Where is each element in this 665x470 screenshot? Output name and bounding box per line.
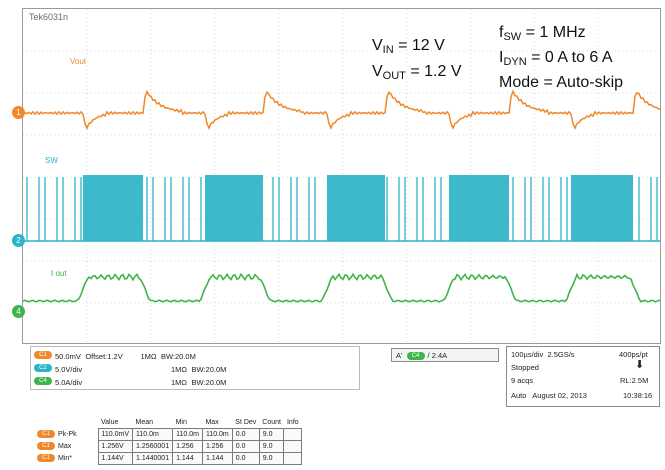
switch-node-burst bbox=[327, 175, 385, 241]
channel-settings-panel: C1 50.0mV Offset:1.2V 1MΩ BW:20.0M C2 5.0V… bbox=[30, 346, 360, 390]
cell: 9.0 bbox=[258, 452, 285, 465]
header-stdev: St Dev bbox=[235, 419, 257, 426]
record-length: RL:2.5M bbox=[620, 376, 649, 385]
cell: 110.0m bbox=[201, 428, 233, 441]
capture-time: 10:38:16 bbox=[623, 391, 653, 400]
cell: 1.144V bbox=[97, 452, 133, 465]
cell: 1.256 bbox=[172, 440, 203, 453]
cell bbox=[283, 452, 303, 465]
cell: 1.2560001 bbox=[131, 440, 174, 453]
scope-id-label: Tek6031n bbox=[29, 12, 69, 22]
trigger-level: 2.4A bbox=[431, 351, 448, 360]
load-current-trace bbox=[23, 272, 660, 303]
horizontal-scale: 100µs/div bbox=[511, 350, 544, 359]
acquisition-count: 9 acqs bbox=[511, 376, 534, 385]
cell: 110.0mV bbox=[97, 428, 133, 441]
row-pill: C1 bbox=[37, 454, 55, 463]
ch1-pill: C1 bbox=[34, 350, 52, 359]
trigger-source-pill: C4 bbox=[406, 352, 425, 361]
vout-annotation: VOUT = 1.2 V bbox=[372, 63, 462, 82]
capture-date: August 02, 2013 bbox=[532, 391, 587, 400]
ch2-pill: C2 bbox=[34, 363, 52, 372]
measurement-row-max[interactable]: C1 Max 1.256V 1.2560001 1.256 1.256 0.0 9… bbox=[34, 440, 303, 453]
ch2-settings[interactable]: C2 5.0V/div 1MΩ BW:20.0M bbox=[34, 362, 226, 374]
cell: 9.0 bbox=[258, 440, 285, 453]
trigger-label: A' bbox=[396, 351, 403, 360]
cell: 0.0 bbox=[231, 428, 260, 441]
mode-annotation: Mode = Auto-skip bbox=[499, 74, 624, 91]
cell bbox=[283, 440, 303, 453]
idyn-annotation: IDYN = 0 A to 6 A bbox=[499, 49, 613, 68]
measurement-header-row: Value Mean Min Max St Dev Count Info bbox=[34, 417, 302, 429]
sample-rate: 2.5GS/s bbox=[547, 350, 575, 359]
trigger-slope: / bbox=[427, 351, 430, 360]
acquisition-mode: Auto bbox=[511, 391, 527, 400]
down-arrow-icon: ⬇ bbox=[635, 359, 645, 371]
header-info: Info bbox=[286, 419, 299, 426]
measurement-row-pkpk[interactable]: C1 Pk-Pk 110.0mV 110.0m 110.0m 110.0m 0.0… bbox=[34, 428, 303, 441]
channel1-tag: Vout bbox=[70, 57, 87, 66]
cell: 0.0 bbox=[231, 440, 260, 453]
cell: 1.256V bbox=[97, 440, 133, 453]
switch-node-burst bbox=[83, 175, 143, 241]
header-mean: Mean bbox=[135, 419, 154, 426]
ch4-settings[interactable]: C4 5.0A/div 1MΩ BW:20.0M bbox=[34, 375, 226, 387]
header-count: Count bbox=[262, 419, 281, 426]
row-label: Pk-Pk bbox=[58, 431, 77, 438]
measurement-row-min[interactable]: C1 Min* 1.144V 1.1440001 1.144 1.144 0.0 … bbox=[34, 452, 303, 465]
row-label: Min* bbox=[58, 455, 73, 462]
channel4-marker[interactable]: 4 bbox=[12, 305, 25, 318]
trigger-readout[interactable]: A' C4/ 2.4A bbox=[391, 348, 499, 362]
fsw-annotation: fSW = 1 MHz bbox=[499, 24, 586, 43]
cell: 1.144 bbox=[172, 452, 203, 465]
vin-annotation: VIN = 12 V bbox=[372, 37, 445, 56]
header-min: Min bbox=[175, 419, 187, 426]
cell: 1.256 bbox=[201, 440, 233, 453]
switch-node-burst bbox=[449, 175, 509, 241]
row-pill: C1 bbox=[37, 442, 55, 451]
channel2-tag: SW bbox=[45, 156, 58, 165]
cell bbox=[283, 428, 303, 441]
channel4-tag: I out bbox=[51, 269, 67, 278]
ch4-pill: C4 bbox=[34, 376, 52, 385]
points-per-sample: 400ps/pt bbox=[619, 350, 648, 359]
output-voltage-trace bbox=[23, 89, 660, 131]
switch-node-burst bbox=[571, 175, 633, 241]
cell: 1.1440001 bbox=[131, 452, 174, 465]
cell: 1.144 bbox=[201, 452, 233, 465]
timebase-panel[interactable]: 100µs/div 2.5GS/s 400ps/pt Stopped ⬇ 9 a… bbox=[506, 346, 660, 407]
waveform-plot bbox=[23, 9, 660, 343]
measurement-table: Value Mean Min Max St Dev Count Info C1 P… bbox=[34, 417, 303, 465]
acquisition-state: Stopped bbox=[511, 363, 539, 372]
cell: 110.0m bbox=[131, 428, 174, 441]
ch1-settings[interactable]: C1 50.0mV Offset:1.2V 1MΩ BW:20.0M bbox=[34, 349, 196, 361]
cell: 9.0 bbox=[258, 428, 285, 441]
switch-node-burst bbox=[205, 175, 263, 241]
cell: 0.0 bbox=[231, 452, 260, 465]
cell: 110.0m bbox=[172, 428, 203, 441]
row-pill: C1 bbox=[37, 430, 55, 439]
channel1-marker[interactable]: 1 bbox=[12, 106, 25, 119]
header-max: Max bbox=[205, 419, 219, 426]
header-value: Value bbox=[101, 419, 119, 426]
row-label: Max bbox=[58, 443, 72, 450]
channel2-marker[interactable]: 2 bbox=[12, 234, 25, 247]
scope-screen: Tek6031n Vout SW I out VIN = 12 V VOUT =… bbox=[22, 8, 661, 344]
